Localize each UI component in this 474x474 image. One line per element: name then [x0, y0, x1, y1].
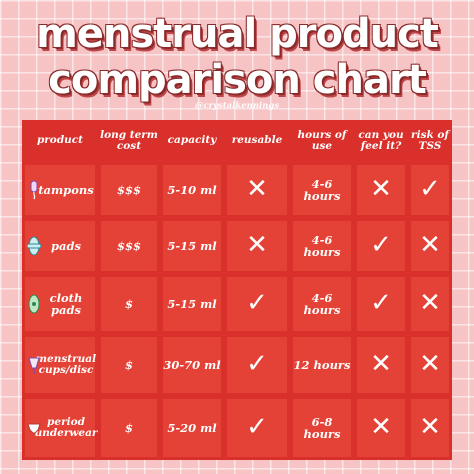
pad-icon: [26, 236, 42, 256]
product-name: cloth pads: [49, 290, 83, 317]
checkmark-icon: ✓: [246, 288, 268, 319]
cell-value: 5-20 ml: [167, 420, 217, 435]
cell-can-you-feel-it: ✕: [357, 399, 405, 457]
title-line-2: comparison chart: [48, 57, 427, 103]
cell-capacity: 5-10 ml: [163, 165, 221, 215]
cell-long-term-cost: $: [101, 277, 157, 331]
cell-can-you-feel-it: ✓: [357, 221, 405, 271]
cell-value: $: [124, 357, 133, 372]
cell-hours-of-use: 4-6 hours: [293, 221, 351, 271]
cross-icon: ✕: [246, 174, 268, 205]
cell-can-you-feel-it: ✕: [357, 165, 405, 215]
cell-reusable: ✓: [227, 277, 287, 331]
cell-capacity: 5-20 ml: [163, 399, 221, 457]
checkmark-icon: ✓: [370, 288, 392, 319]
cell-value: 6-8 hours: [303, 414, 341, 441]
header-hours-of-use: hours of use: [297, 128, 347, 152]
cell-product: menstrual cups/disc: [25, 337, 97, 393]
cross-icon: ✕: [419, 230, 441, 261]
cell-product: tampons: [25, 165, 95, 215]
cell-long-term-cost: $: [101, 337, 157, 393]
cell-long-term-cost: $$$: [101, 165, 157, 215]
cross-icon: ✕: [370, 412, 392, 443]
cell-reusable: ✓: [227, 337, 287, 393]
cell-capacity: 5-15 ml: [163, 277, 221, 331]
cell-hours-of-use: 4-6 hours: [293, 277, 351, 331]
cell-risk-of-tss: ✓: [411, 165, 449, 215]
cell-capacity: 5-15 ml: [163, 221, 221, 271]
cell-hours-of-use: 4-6 hours: [293, 165, 351, 215]
checkmark-icon: ✓: [419, 174, 441, 205]
cloth-pad-icon: [27, 294, 41, 314]
cross-icon: ✕: [370, 349, 392, 380]
product-name: menstrual cups/disc: [35, 352, 97, 376]
title-line-1: menstrual product: [36, 11, 439, 57]
cell-value: 4-6 hours: [303, 176, 341, 203]
cell-value: 5-10 ml: [167, 182, 217, 197]
cell-value: 5-15 ml: [167, 238, 217, 253]
cell-value: $$$: [116, 238, 141, 253]
cell-value: 5-15 ml: [167, 296, 217, 311]
cell-value: 4-6 hours: [303, 290, 341, 317]
cell-can-you-feel-it: ✓: [357, 277, 405, 331]
header-long-term-cost: long term cost: [100, 128, 158, 152]
cell-risk-of-tss: ✕: [411, 337, 449, 393]
cell-capacity: 30-70 ml: [163, 337, 221, 393]
cell-risk-of-tss: ✕: [411, 221, 449, 271]
cell-value: 30-70 ml: [163, 357, 221, 372]
header-reusable: reusable: [231, 134, 283, 147]
checkmark-icon: ✓: [370, 230, 392, 261]
cell-product: pads: [25, 221, 95, 271]
checkmark-icon: ✓: [246, 412, 268, 443]
comparison-table: product long term cost capacity reusable hou…: [22, 120, 452, 460]
cell-long-term-cost: $: [101, 399, 157, 457]
cell-product: cloth pads: [25, 277, 95, 331]
cell-reusable: ✓: [227, 399, 287, 457]
cell-can-you-feel-it: ✕: [357, 337, 405, 393]
product-name: pads: [50, 238, 81, 253]
cross-icon: ✕: [246, 230, 268, 261]
cell-product: period underwear: [25, 399, 98, 457]
cell-value: 4-6 hours: [303, 232, 341, 259]
checkmark-icon: ✓: [246, 349, 268, 380]
product-name: tampons: [38, 182, 94, 197]
cross-icon: ✕: [419, 349, 441, 380]
cup-icon: [27, 355, 41, 375]
cell-value: $: [124, 420, 133, 435]
underwear-icon: [27, 418, 41, 438]
cell-risk-of-tss: ✕: [411, 399, 449, 457]
credit-handle: @crystalkennings: [194, 101, 280, 111]
cross-icon: ✕: [370, 174, 392, 205]
header-risk-of-tss: risk of TSS: [411, 128, 449, 152]
header-can-you-feel-it: can you feel it?: [358, 128, 404, 152]
cell-hours-of-use: 12 hours: [293, 337, 351, 393]
cell-long-term-cost: $$$: [101, 221, 157, 271]
cell-reusable: ✕: [227, 165, 287, 215]
cross-icon: ✕: [419, 288, 441, 319]
cell-value: $$$: [116, 182, 141, 197]
cell-value: $: [124, 296, 133, 311]
tampon-icon: [27, 180, 41, 200]
header-capacity: capacity: [167, 134, 217, 147]
cross-icon: ✕: [419, 412, 441, 443]
cell-value: 12 hours: [293, 357, 351, 372]
header-product: product: [36, 134, 84, 147]
cell-reusable: ✕: [227, 221, 287, 271]
cell-hours-of-use: 6-8 hours: [293, 399, 351, 457]
product-name: period underwear: [34, 415, 98, 439]
cell-risk-of-tss: ✕: [411, 277, 449, 331]
